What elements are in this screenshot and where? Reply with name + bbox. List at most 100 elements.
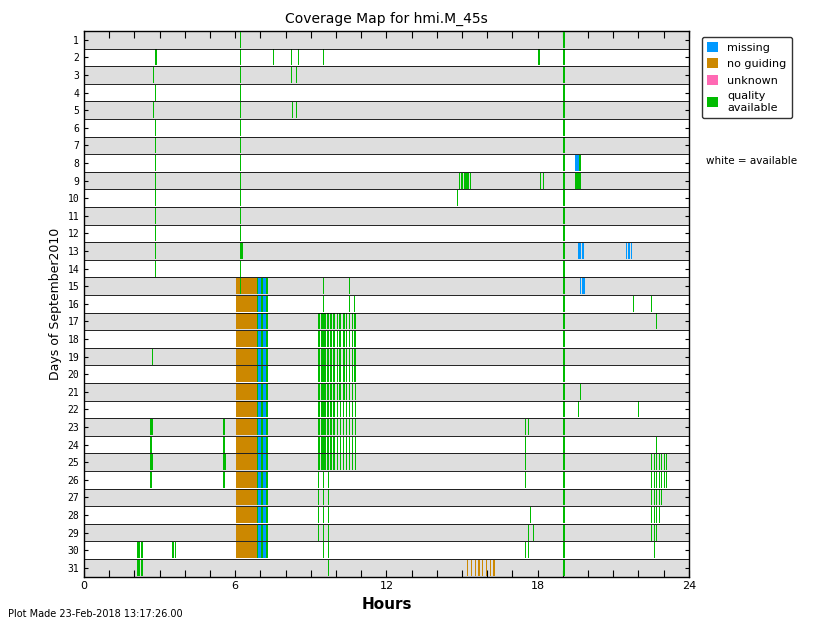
Bar [172, 542, 173, 558]
Bar [322, 419, 323, 435]
Bar [318, 331, 320, 347]
Bar [465, 172, 466, 188]
Bar [343, 454, 344, 471]
Bar [666, 472, 667, 488]
Bar [328, 454, 329, 471]
Bar [482, 560, 484, 576]
Bar [352, 436, 353, 453]
Bar [318, 436, 319, 453]
Bar [240, 102, 241, 118]
Bar [318, 419, 319, 435]
Bar [352, 401, 353, 417]
Bar [296, 102, 297, 118]
Bar [462, 172, 463, 188]
Bar [84, 189, 689, 207]
Bar [239, 155, 241, 171]
Bar [328, 366, 329, 383]
Bar [323, 401, 324, 417]
Bar [240, 67, 241, 83]
Bar [239, 260, 241, 277]
Bar [323, 489, 324, 505]
Bar [318, 472, 319, 488]
Legend: missing, no guiding, unknown, quality
available: missing, no guiding, unknown, quality av… [701, 37, 792, 118]
Bar [239, 172, 241, 188]
Bar [84, 66, 689, 84]
Bar [352, 348, 353, 365]
Bar [137, 542, 138, 558]
Bar [323, 436, 324, 453]
Bar [84, 31, 689, 48]
Bar [580, 278, 581, 294]
Bar [84, 277, 689, 295]
Bar [225, 454, 226, 471]
Bar [525, 454, 526, 471]
Bar [237, 313, 256, 329]
Bar [339, 348, 341, 365]
Bar [318, 401, 320, 417]
Bar [352, 419, 353, 435]
Bar [328, 560, 329, 576]
Bar [333, 401, 335, 417]
Bar [337, 454, 338, 471]
Bar [468, 172, 469, 188]
Bar [330, 436, 332, 453]
Bar [349, 331, 350, 347]
Bar [354, 313, 356, 329]
Bar [240, 137, 241, 154]
Bar [461, 172, 463, 188]
Bar [577, 155, 579, 171]
Bar [354, 348, 356, 365]
Bar [240, 225, 241, 242]
Bar [540, 172, 541, 188]
Y-axis label: Days of September2010: Days of September2010 [49, 228, 62, 380]
Bar [239, 243, 242, 259]
Bar [328, 366, 329, 383]
Bar [141, 542, 142, 558]
Bar [330, 401, 332, 417]
Bar [84, 365, 689, 383]
Bar [577, 172, 579, 188]
Bar [354, 366, 356, 383]
Bar [84, 436, 689, 453]
Bar [84, 453, 689, 471]
Bar [139, 560, 140, 576]
Bar [580, 278, 581, 294]
Bar [345, 313, 347, 329]
Bar [337, 366, 338, 383]
Bar [345, 401, 347, 417]
Bar [328, 419, 329, 435]
Bar [339, 454, 341, 471]
Bar [84, 524, 689, 541]
Bar [84, 330, 689, 348]
Bar [580, 172, 581, 188]
Bar [467, 560, 468, 576]
Bar [84, 119, 689, 136]
Bar [343, 366, 344, 383]
Bar [339, 331, 341, 347]
Bar [584, 278, 585, 294]
Bar [339, 384, 341, 400]
Bar [239, 190, 241, 206]
Bar [139, 542, 140, 558]
Bar [237, 366, 256, 383]
Bar [324, 348, 326, 365]
Bar [578, 172, 579, 188]
Bar [651, 525, 652, 541]
Bar [323, 348, 324, 365]
Bar [84, 541, 689, 559]
Bar [151, 419, 152, 435]
Bar [328, 419, 329, 435]
Bar [323, 296, 324, 312]
Bar [337, 313, 338, 329]
Bar [330, 419, 332, 435]
Bar [656, 507, 657, 523]
Bar [239, 137, 241, 154]
Bar [240, 190, 241, 206]
Bar [337, 348, 338, 365]
Bar [575, 155, 576, 171]
Bar [349, 384, 350, 400]
Bar [349, 313, 350, 329]
Bar [175, 542, 176, 558]
Bar [323, 507, 324, 523]
Bar [240, 278, 241, 294]
